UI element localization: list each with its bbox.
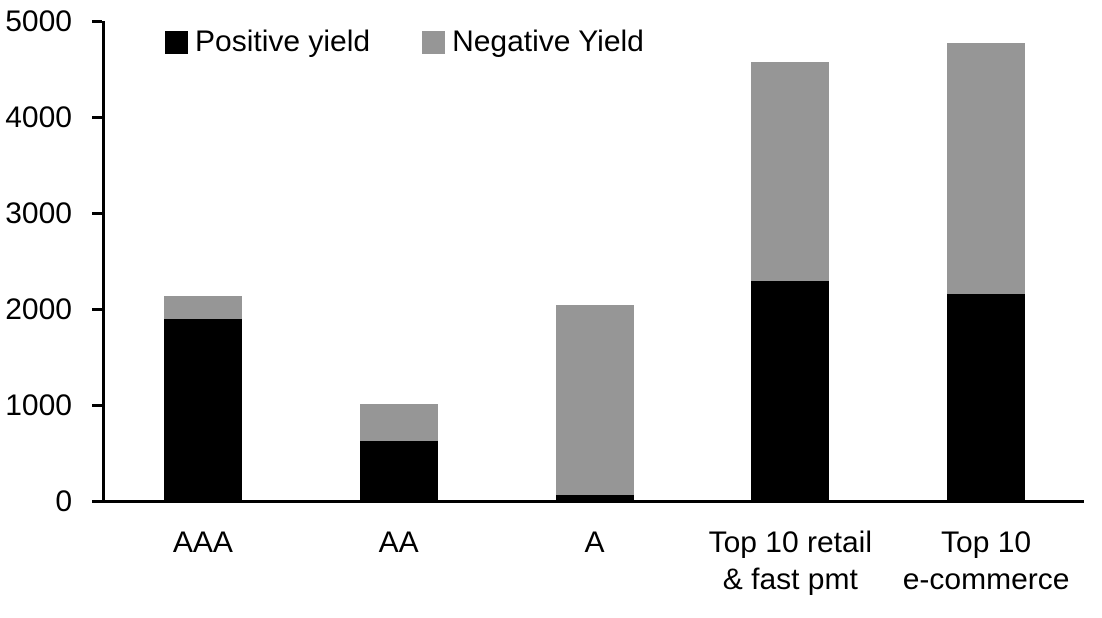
y-axis-tick-mark	[92, 404, 102, 407]
legend-item-positive-yield: Positive yield	[165, 27, 370, 57]
bar-segment-positive	[359, 441, 438, 500]
y-axis-tick-mark	[92, 500, 102, 503]
y-tick-label: 5000	[5, 4, 72, 38]
y-axis-tick-mark	[92, 308, 102, 311]
y-tick-label: 3000	[5, 196, 72, 230]
plot-area	[102, 21, 1084, 503]
bar-segment-positive	[947, 293, 1026, 500]
bar-segment-negative	[555, 304, 634, 495]
y-tick-label: 1000	[5, 388, 72, 422]
y-tick-label: 2000	[5, 292, 72, 326]
bar-segment-negative	[947, 43, 1026, 294]
bar-segment-negative	[163, 295, 242, 319]
legend-label-negative: Negative Yield	[452, 25, 644, 58]
y-axis-tick-mark	[92, 20, 102, 23]
legend-swatch-positive-icon	[165, 30, 188, 54]
x-category-label: AA	[378, 526, 419, 559]
x-category-label: AAA	[172, 526, 233, 559]
x-category-label: Top 10 retail & fast pmt	[708, 526, 872, 596]
bar-segment-positive	[555, 494, 634, 500]
bar-segment-negative	[359, 404, 438, 442]
y-tick-label: 4000	[5, 100, 72, 134]
y-tick-label: 0	[55, 484, 72, 518]
y-axis-tick-mark	[92, 116, 102, 119]
x-category-label: Top 10 e-commerce	[902, 526, 1070, 596]
bar-segment-positive	[163, 318, 242, 500]
y-axis-tick-mark	[92, 212, 102, 215]
legend-swatch-negative-icon	[422, 30, 446, 54]
legend: Positive yield Negative Yield	[165, 27, 644, 57]
legend-item-negative-yield: Negative Yield	[422, 27, 644, 57]
x-category-label: A	[584, 526, 605, 559]
bar-segment-positive	[751, 281, 830, 500]
legend-label-positive: Positive yield	[195, 25, 371, 58]
bar-segment-negative	[751, 62, 830, 282]
